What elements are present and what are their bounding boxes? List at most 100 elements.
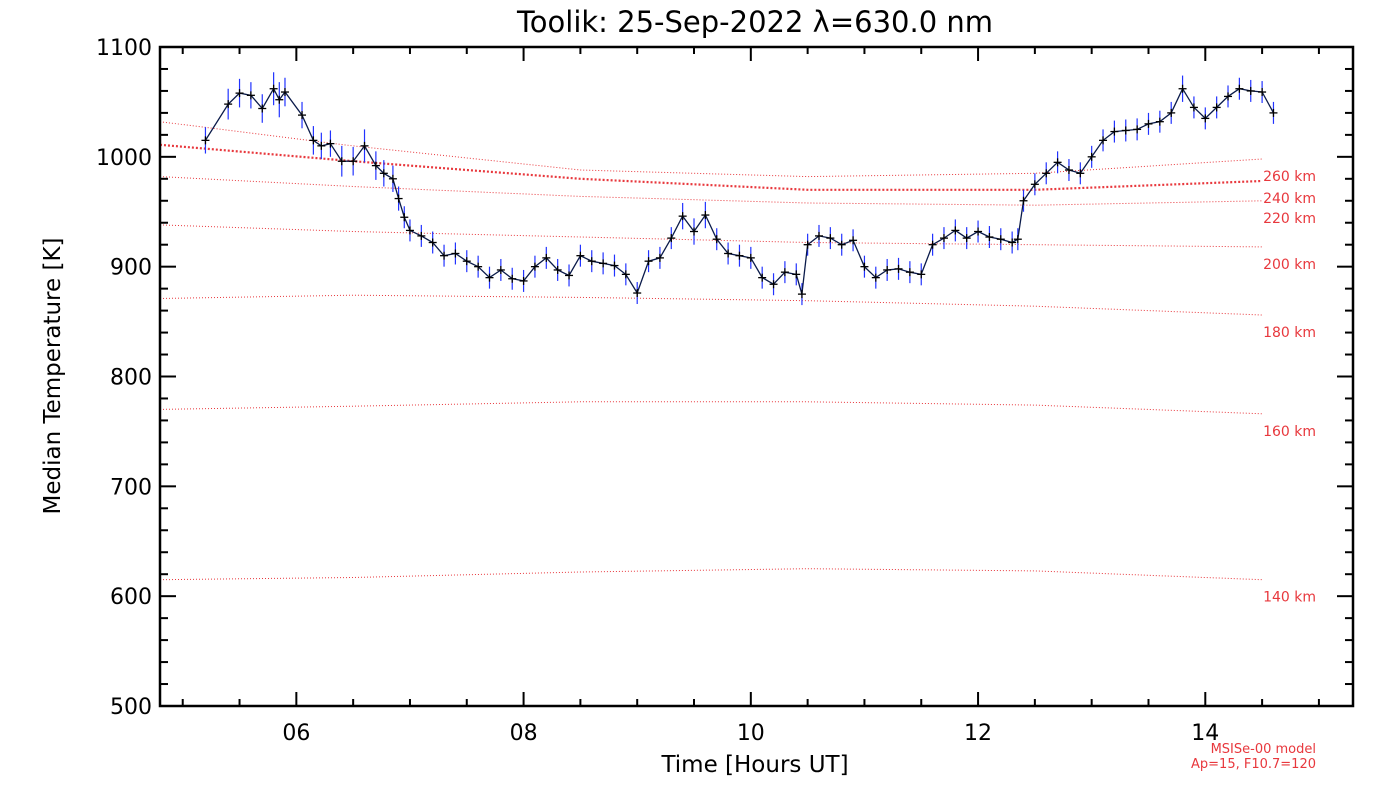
y-tick-label: 500	[110, 695, 152, 720]
x-tick-label: 06	[282, 721, 310, 746]
data-point	[780, 268, 789, 277]
data-point	[474, 262, 483, 271]
data-point	[599, 259, 608, 268]
data-point	[440, 251, 449, 260]
data-point	[1019, 196, 1028, 205]
data-point	[1099, 136, 1108, 145]
model-label-200km: 200 km	[1263, 257, 1316, 273]
data-point	[1189, 103, 1198, 112]
data-point	[849, 236, 858, 245]
x-axis-label: Time [Hours UT]	[660, 752, 848, 778]
data-point	[326, 139, 335, 148]
data-point	[417, 231, 426, 240]
data-point	[1224, 92, 1233, 101]
data-point	[996, 235, 1005, 244]
data-point	[644, 257, 653, 266]
data-point	[258, 104, 267, 113]
data-point	[269, 84, 278, 93]
data-point	[690, 227, 699, 236]
model-line-240km	[159, 143, 1263, 191]
data-point	[246, 91, 255, 100]
data-point	[1258, 88, 1267, 97]
data-point	[400, 213, 409, 222]
data-point	[275, 95, 284, 104]
data-point	[553, 265, 562, 274]
data-point	[701, 211, 710, 220]
data-point	[235, 89, 244, 98]
data-point	[655, 253, 664, 262]
model-line-160km	[159, 401, 1263, 415]
x-tick-label: 14	[1191, 721, 1219, 746]
data-point	[394, 194, 403, 203]
y-tick-label: 900	[110, 256, 152, 281]
model-line-140km	[159, 568, 1263, 581]
data-point	[894, 264, 903, 273]
data-point	[298, 111, 307, 120]
y-axis: 500 600 700 800 900 1000 1100	[96, 36, 1353, 720]
data-point	[1235, 84, 1244, 93]
x-tick-label: 10	[737, 721, 765, 746]
data-point	[405, 226, 414, 235]
data-point	[576, 251, 585, 260]
data-point	[871, 273, 880, 282]
data-point	[530, 262, 539, 271]
data-point	[360, 141, 369, 150]
error-bars	[204, 72, 1275, 306]
data-point	[565, 271, 574, 280]
data-point	[1121, 126, 1130, 135]
data-point	[1133, 125, 1142, 134]
data-point	[388, 174, 397, 183]
data-point	[974, 227, 983, 236]
data-point	[724, 249, 733, 258]
y-axis-label: Median Temperature [K]	[40, 238, 66, 515]
data-point	[928, 240, 937, 249]
data-point	[1030, 180, 1039, 189]
data-point	[860, 262, 869, 271]
plot-frame	[158, 45, 1355, 708]
data-point	[962, 234, 971, 243]
model-lines	[159, 121, 1263, 581]
data-point	[462, 257, 471, 266]
data-point	[610, 261, 619, 270]
data-point	[496, 265, 505, 274]
data-point	[1269, 108, 1278, 117]
model-label-160km: 160 km	[1263, 424, 1316, 440]
data-point	[1013, 235, 1022, 244]
data-point	[1246, 86, 1255, 95]
model-note: MSISe-00 model	[1211, 742, 1316, 757]
data-point	[735, 251, 744, 260]
data-point	[667, 234, 676, 243]
data-point	[1167, 108, 1176, 117]
y-tick-label: 1100	[96, 36, 152, 61]
chart-title: Toolik: 25-Sep-2022 λ=630.0 nm	[516, 5, 993, 39]
x-tick-label: 12	[964, 721, 992, 746]
model-label-180km: 180 km	[1263, 325, 1316, 341]
data-point	[769, 280, 778, 289]
data-point	[633, 289, 642, 298]
data-point	[826, 234, 835, 243]
data-point	[621, 270, 630, 279]
data-point	[519, 276, 528, 285]
data-point	[485, 273, 494, 282]
data-point	[883, 265, 892, 274]
data-point	[317, 141, 326, 150]
data-point	[587, 257, 596, 266]
data-point	[309, 136, 318, 145]
y-tick-label: 600	[110, 585, 152, 610]
data-point	[224, 100, 233, 109]
data-point	[905, 268, 914, 277]
data-point	[1053, 158, 1062, 167]
data-point	[379, 169, 388, 178]
y-tick-label: 700	[110, 475, 152, 500]
model-label-220km: 220 km	[1263, 211, 1316, 227]
data-point	[1110, 127, 1119, 136]
model-labels: 260 km 240 km 220 km 200 km 180 km 160 km 140 …	[1263, 169, 1316, 606]
data-point	[985, 233, 994, 242]
data-point	[201, 136, 210, 145]
data-point	[1201, 114, 1210, 123]
data-point	[508, 274, 517, 283]
data-point	[758, 273, 767, 282]
data-point	[1076, 169, 1085, 178]
data-point	[1008, 238, 1017, 247]
